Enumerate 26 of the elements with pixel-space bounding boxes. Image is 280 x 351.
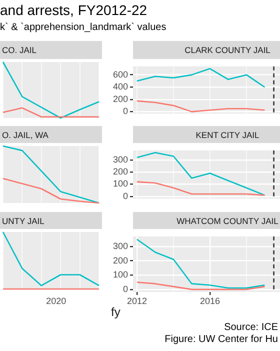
y-tick-label: 100 — [112, 178, 128, 189]
chart-title: CO. JAIL — [2, 45, 36, 55]
text: Figure: UW Center for Hu — [164, 334, 278, 345]
y-tick-label: 300 — [112, 241, 128, 252]
y-tick-label: 300 — [112, 154, 128, 164]
chart-title: CLARK COUNTY JAIL — [184, 45, 270, 55]
text: and arrests, FY2012-22 — [0, 2, 148, 18]
y-tick-label: 0 — [122, 284, 128, 294]
y-tick-label: 200 — [112, 94, 128, 104]
chart-title: O. JAIL, WA — [2, 130, 48, 140]
y-tick-label: 0 — [122, 106, 128, 116]
x-axis-title: fy — [111, 305, 120, 319]
chart-title: WHATCOM COUNTY JAIL — [176, 216, 278, 226]
text: 2020 — [46, 296, 66, 306]
source-note: Source: ICE — [224, 322, 278, 333]
y-tick-label: 200 — [112, 166, 128, 177]
x-tick-label: 2012 — [126, 296, 148, 306]
chart-title: KENT CITY JAIL — [196, 130, 260, 140]
text: k` & `apprehension_landmark` values — [0, 22, 166, 33]
x-tick-label: 2016 — [200, 296, 220, 306]
y-tick-label: 200 — [112, 255, 128, 266]
y-tick-label: 600 — [112, 69, 128, 80]
y-tick-label: 0 — [122, 190, 128, 201]
y-tick-label: 400 — [112, 82, 128, 92]
y-tick-label: 100 — [112, 270, 128, 280]
chart-title: UNTY JAIL — [2, 216, 44, 226]
